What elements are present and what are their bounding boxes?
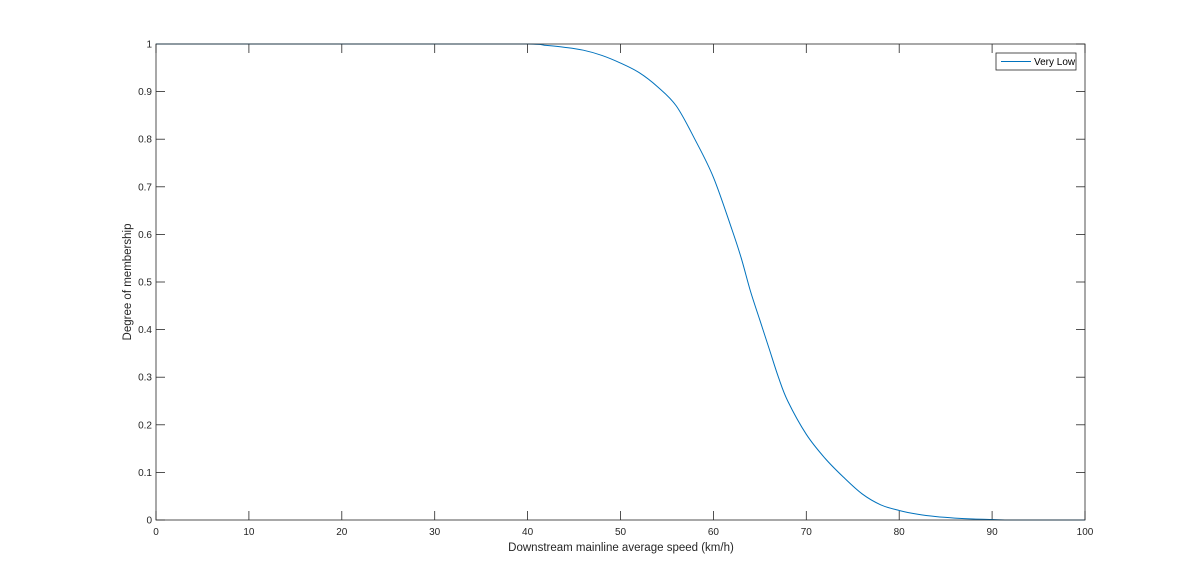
x-tick-label: 100 xyxy=(1077,527,1094,538)
x-tick-label: 30 xyxy=(429,527,441,538)
plot-background xyxy=(156,44,1085,520)
x-tick-label: 60 xyxy=(708,527,720,538)
y-tick-label: 0.4 xyxy=(138,325,152,336)
legend-label: Very Low xyxy=(1034,57,1076,68)
series-layer xyxy=(155,43,1085,521)
y-tick-label: 0.1 xyxy=(138,468,152,479)
y-tick-label: 1 xyxy=(146,40,152,51)
y-tick-label: 0 xyxy=(146,516,152,527)
y-tick-label: 0.9 xyxy=(138,87,152,98)
y-tick-label: 0.8 xyxy=(138,135,152,146)
x-tick-label: 80 xyxy=(894,527,906,538)
x-tick-label: 40 xyxy=(522,527,534,538)
y-axis-title: Degree of membership xyxy=(122,224,134,341)
y-tick-label: 0.7 xyxy=(138,182,152,193)
y-tick-label: 0.6 xyxy=(138,230,152,241)
y-tick-label: 0.2 xyxy=(138,420,152,431)
plot-area xyxy=(156,44,1085,520)
axes-frame xyxy=(155,43,1086,521)
x-tick-label: 20 xyxy=(336,527,348,538)
tick-labels: 0 10 20 30 40 50 60 70 80 90 100 0 0.1 0.2 0.3 0.4 0.5 0.… xyxy=(138,40,1094,539)
x-tick-label: 50 xyxy=(615,527,627,538)
x-tick-label: 0 xyxy=(153,527,159,538)
x-tick-label: 70 xyxy=(801,527,813,538)
y-tick-label: 0.3 xyxy=(138,373,152,384)
x-axis-title: Downstream mainline average speed (km/h) xyxy=(508,542,734,554)
series-line-very-low xyxy=(155,43,1085,521)
x-tick-label: 90 xyxy=(987,527,999,538)
x-tick-label: 10 xyxy=(243,527,255,538)
axes-box xyxy=(155,43,1086,521)
y-tick-label: 0.5 xyxy=(138,278,152,289)
legend[interactable]: Very Low xyxy=(995,52,1077,71)
legend-box xyxy=(995,52,1077,71)
